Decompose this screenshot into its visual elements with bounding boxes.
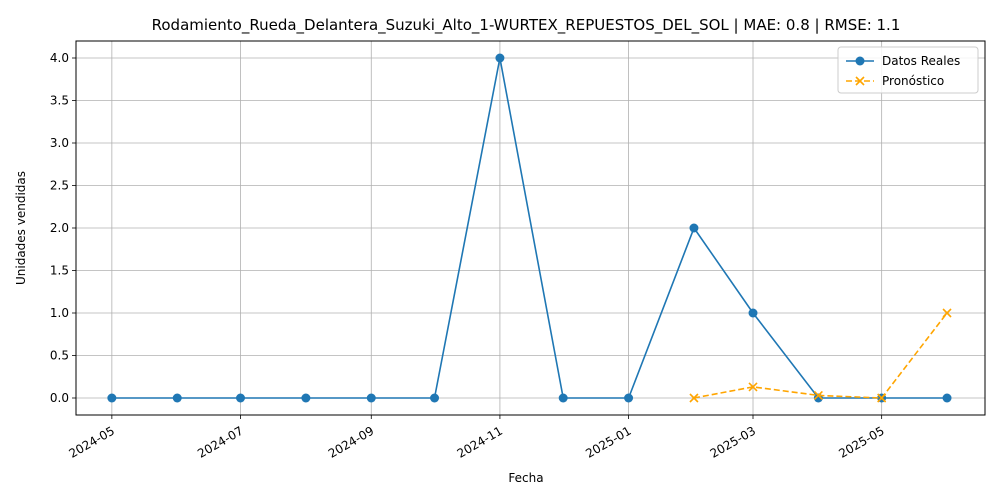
y-tick-label: 2.5	[50, 179, 69, 193]
y-tick-label: 1.0	[50, 306, 69, 320]
data-point	[301, 393, 311, 403]
y-tick-label: 2.0	[50, 221, 69, 235]
data-point	[877, 393, 887, 403]
data-point	[495, 53, 505, 63]
data-point	[624, 393, 634, 403]
grid-layer	[76, 41, 985, 415]
x-tick-label: 2024-11	[455, 424, 505, 461]
legend-label: Datos Reales	[882, 54, 960, 68]
x-axis-ticks: 2024-05 2024-07 2024-09 2024-11 2025-01 2025-…	[67, 415, 887, 461]
y-tick-label: 3.0	[50, 136, 69, 150]
x-tick-label: 2024-09	[326, 424, 376, 461]
legend: Datos Reales Pronóstico	[837, 46, 979, 94]
series-layer	[107, 53, 952, 403]
y-axis-ticks: 0.0 0.5 1.0 1.5 2.0 2.5 3.0 3.5 4.0	[50, 51, 76, 405]
data-point	[689, 393, 699, 403]
y-tick-label: 4.0	[50, 51, 69, 65]
x-tick-label: 2025-05	[836, 424, 886, 461]
legend-label: Pronóstico	[882, 74, 944, 88]
x-axis-label: Fecha	[508, 471, 543, 485]
legend-entry-1: Pronóstico	[846, 74, 944, 88]
series-1	[689, 308, 952, 403]
y-tick-label: 0.5	[50, 349, 69, 363]
legend-marker	[855, 56, 865, 66]
data-point	[107, 393, 117, 403]
data-point	[942, 308, 952, 318]
y-tick-label: 0.0	[50, 391, 69, 405]
data-point	[430, 393, 440, 403]
data-point	[942, 393, 952, 403]
data-point	[172, 393, 182, 403]
y-tick-label: 3.5	[50, 94, 69, 108]
y-tick-label: 1.5	[50, 264, 69, 278]
plot-frame	[75, 40, 986, 416]
data-point	[236, 393, 246, 403]
legend-entry-0: Datos Reales	[846, 54, 960, 68]
data-point	[366, 393, 376, 403]
series-line-0	[111, 57, 947, 399]
data-point	[748, 308, 758, 318]
x-tick-label: 2025-01	[583, 424, 633, 461]
data-point	[813, 390, 823, 401]
x-tick-label: 2024-05	[67, 424, 117, 461]
legend-marker	[855, 76, 865, 86]
series-line-1	[693, 312, 948, 399]
data-point	[558, 393, 568, 403]
chart-title: Rodamiento_Rueda_Delantera_Suzuki_Alto_1…	[152, 16, 901, 35]
data-point	[748, 382, 758, 392]
x-tick-label: 2025-03	[708, 424, 758, 461]
data-point	[689, 223, 699, 233]
series-0	[107, 53, 952, 403]
y-axis-label: Unidades vendidas	[14, 171, 28, 285]
x-tick-label: 2024-07	[195, 424, 245, 461]
